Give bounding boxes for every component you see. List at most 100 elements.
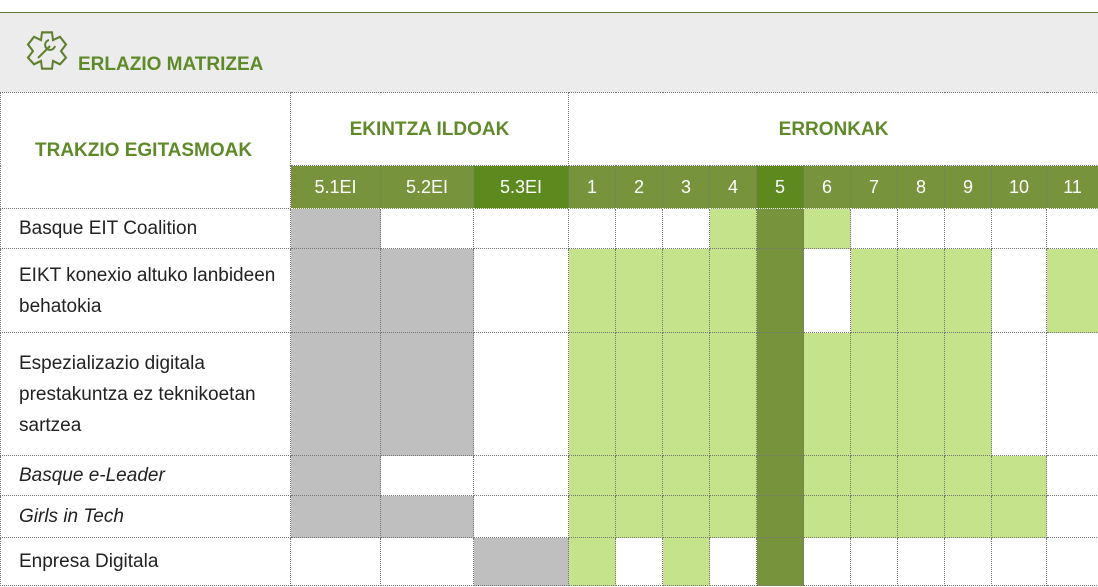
cell	[991, 248, 1047, 333]
cell	[662, 248, 710, 333]
group-header: EKINTZA ILDOAK	[290, 92, 569, 166]
cell	[756, 208, 804, 249]
cell	[756, 332, 804, 456]
cell	[662, 208, 710, 249]
column-header: 5.3EI	[473, 165, 569, 209]
column-header: 5.2EI	[380, 165, 474, 209]
cell	[568, 537, 616, 586]
row-label: Enpresa Digitala	[0, 537, 291, 586]
cell	[756, 495, 804, 538]
column-header: 3	[662, 165, 710, 209]
cell	[473, 332, 569, 456]
cell	[568, 495, 616, 538]
cell	[290, 248, 381, 333]
column-header: 10	[991, 165, 1047, 209]
cell	[709, 248, 757, 333]
cell	[380, 332, 474, 456]
cell	[944, 495, 992, 538]
row-label: EIKT konexio altuko lanbideen behatokia	[0, 248, 291, 333]
cell	[897, 537, 945, 586]
cell	[897, 248, 945, 333]
cell	[944, 332, 992, 456]
row-label: Basque EIT Coalition	[0, 208, 291, 249]
cell	[290, 208, 381, 249]
cell	[850, 332, 898, 456]
cell	[290, 332, 381, 456]
column-header: 11	[1045, 165, 1098, 209]
row-label: Basque e-Leader	[0, 455, 291, 496]
row-label: Espezializazio digitala prestakuntza ez …	[0, 332, 291, 456]
cell	[1045, 537, 1098, 586]
column-header: 8	[897, 165, 945, 209]
cell	[709, 208, 757, 249]
cell	[615, 455, 663, 496]
cell	[380, 248, 474, 333]
matrix-row: EIKT konexio altuko lanbideen behatokia	[0, 248, 1098, 333]
header-row: TRAKZIO EGITASMOAK EKINTZA ILDOAK ERRONKAK	[0, 92, 1098, 209]
title-band	[0, 12, 1098, 92]
cell	[991, 495, 1047, 538]
cell	[991, 537, 1047, 586]
matrix-row: Enpresa Digitala	[0, 537, 1098, 586]
cell	[897, 208, 945, 249]
cell	[615, 208, 663, 249]
cell	[944, 208, 992, 249]
column-header: 2	[615, 165, 663, 209]
cell	[944, 455, 992, 496]
cell	[709, 332, 757, 456]
cell	[756, 455, 804, 496]
cell	[662, 455, 710, 496]
matrix-row: Girls in Tech	[0, 495, 1098, 538]
icon	[26, 31, 68, 70]
cell	[803, 248, 851, 333]
cell	[709, 537, 757, 586]
cell	[615, 537, 663, 586]
matrix-row: Espezializazio digitala prestakuntza ez …	[0, 332, 1098, 456]
cell	[380, 208, 474, 249]
cell	[991, 455, 1047, 496]
cell	[756, 248, 804, 333]
group-header: ERRONKAK	[567, 92, 1098, 166]
cell	[991, 208, 1047, 249]
cell	[568, 455, 616, 496]
cell	[944, 248, 992, 333]
cell	[662, 495, 710, 538]
cell	[473, 495, 569, 538]
column-header: 5.1EI	[290, 165, 381, 209]
cell	[897, 455, 945, 496]
cell	[568, 332, 616, 456]
cell	[1045, 248, 1098, 333]
cell	[897, 495, 945, 538]
cell	[850, 537, 898, 586]
cell	[897, 332, 945, 456]
cell	[850, 208, 898, 249]
cell	[615, 248, 663, 333]
column-header: 1	[568, 165, 616, 209]
cell	[568, 208, 616, 249]
cell	[803, 208, 851, 249]
cell	[473, 248, 569, 333]
column-header: 9	[944, 165, 992, 209]
cell	[709, 495, 757, 538]
column-header: 4	[709, 165, 757, 209]
cell	[850, 455, 898, 496]
cell	[944, 537, 992, 586]
cell	[803, 332, 851, 456]
cell	[615, 495, 663, 538]
cell	[803, 455, 851, 496]
matrix-row: Basque EIT Coalition	[0, 208, 1098, 249]
row-header: TRAKZIO EGITASMOAK	[0, 92, 291, 209]
cell	[290, 495, 381, 538]
cell	[568, 248, 616, 333]
cell	[1045, 455, 1098, 496]
cell	[803, 537, 851, 586]
cell	[662, 537, 710, 586]
column-header: 7	[850, 165, 898, 209]
cell	[662, 332, 710, 456]
column-row: 5.1EI 5.2EI 5.3EI 1 2 3 4 5 6 7 8 9 10 11	[1, 165, 1098, 209]
column-header: 6	[803, 165, 851, 209]
cell	[850, 248, 898, 333]
cell	[290, 455, 381, 496]
cell	[1045, 332, 1098, 456]
cell	[290, 537, 381, 586]
